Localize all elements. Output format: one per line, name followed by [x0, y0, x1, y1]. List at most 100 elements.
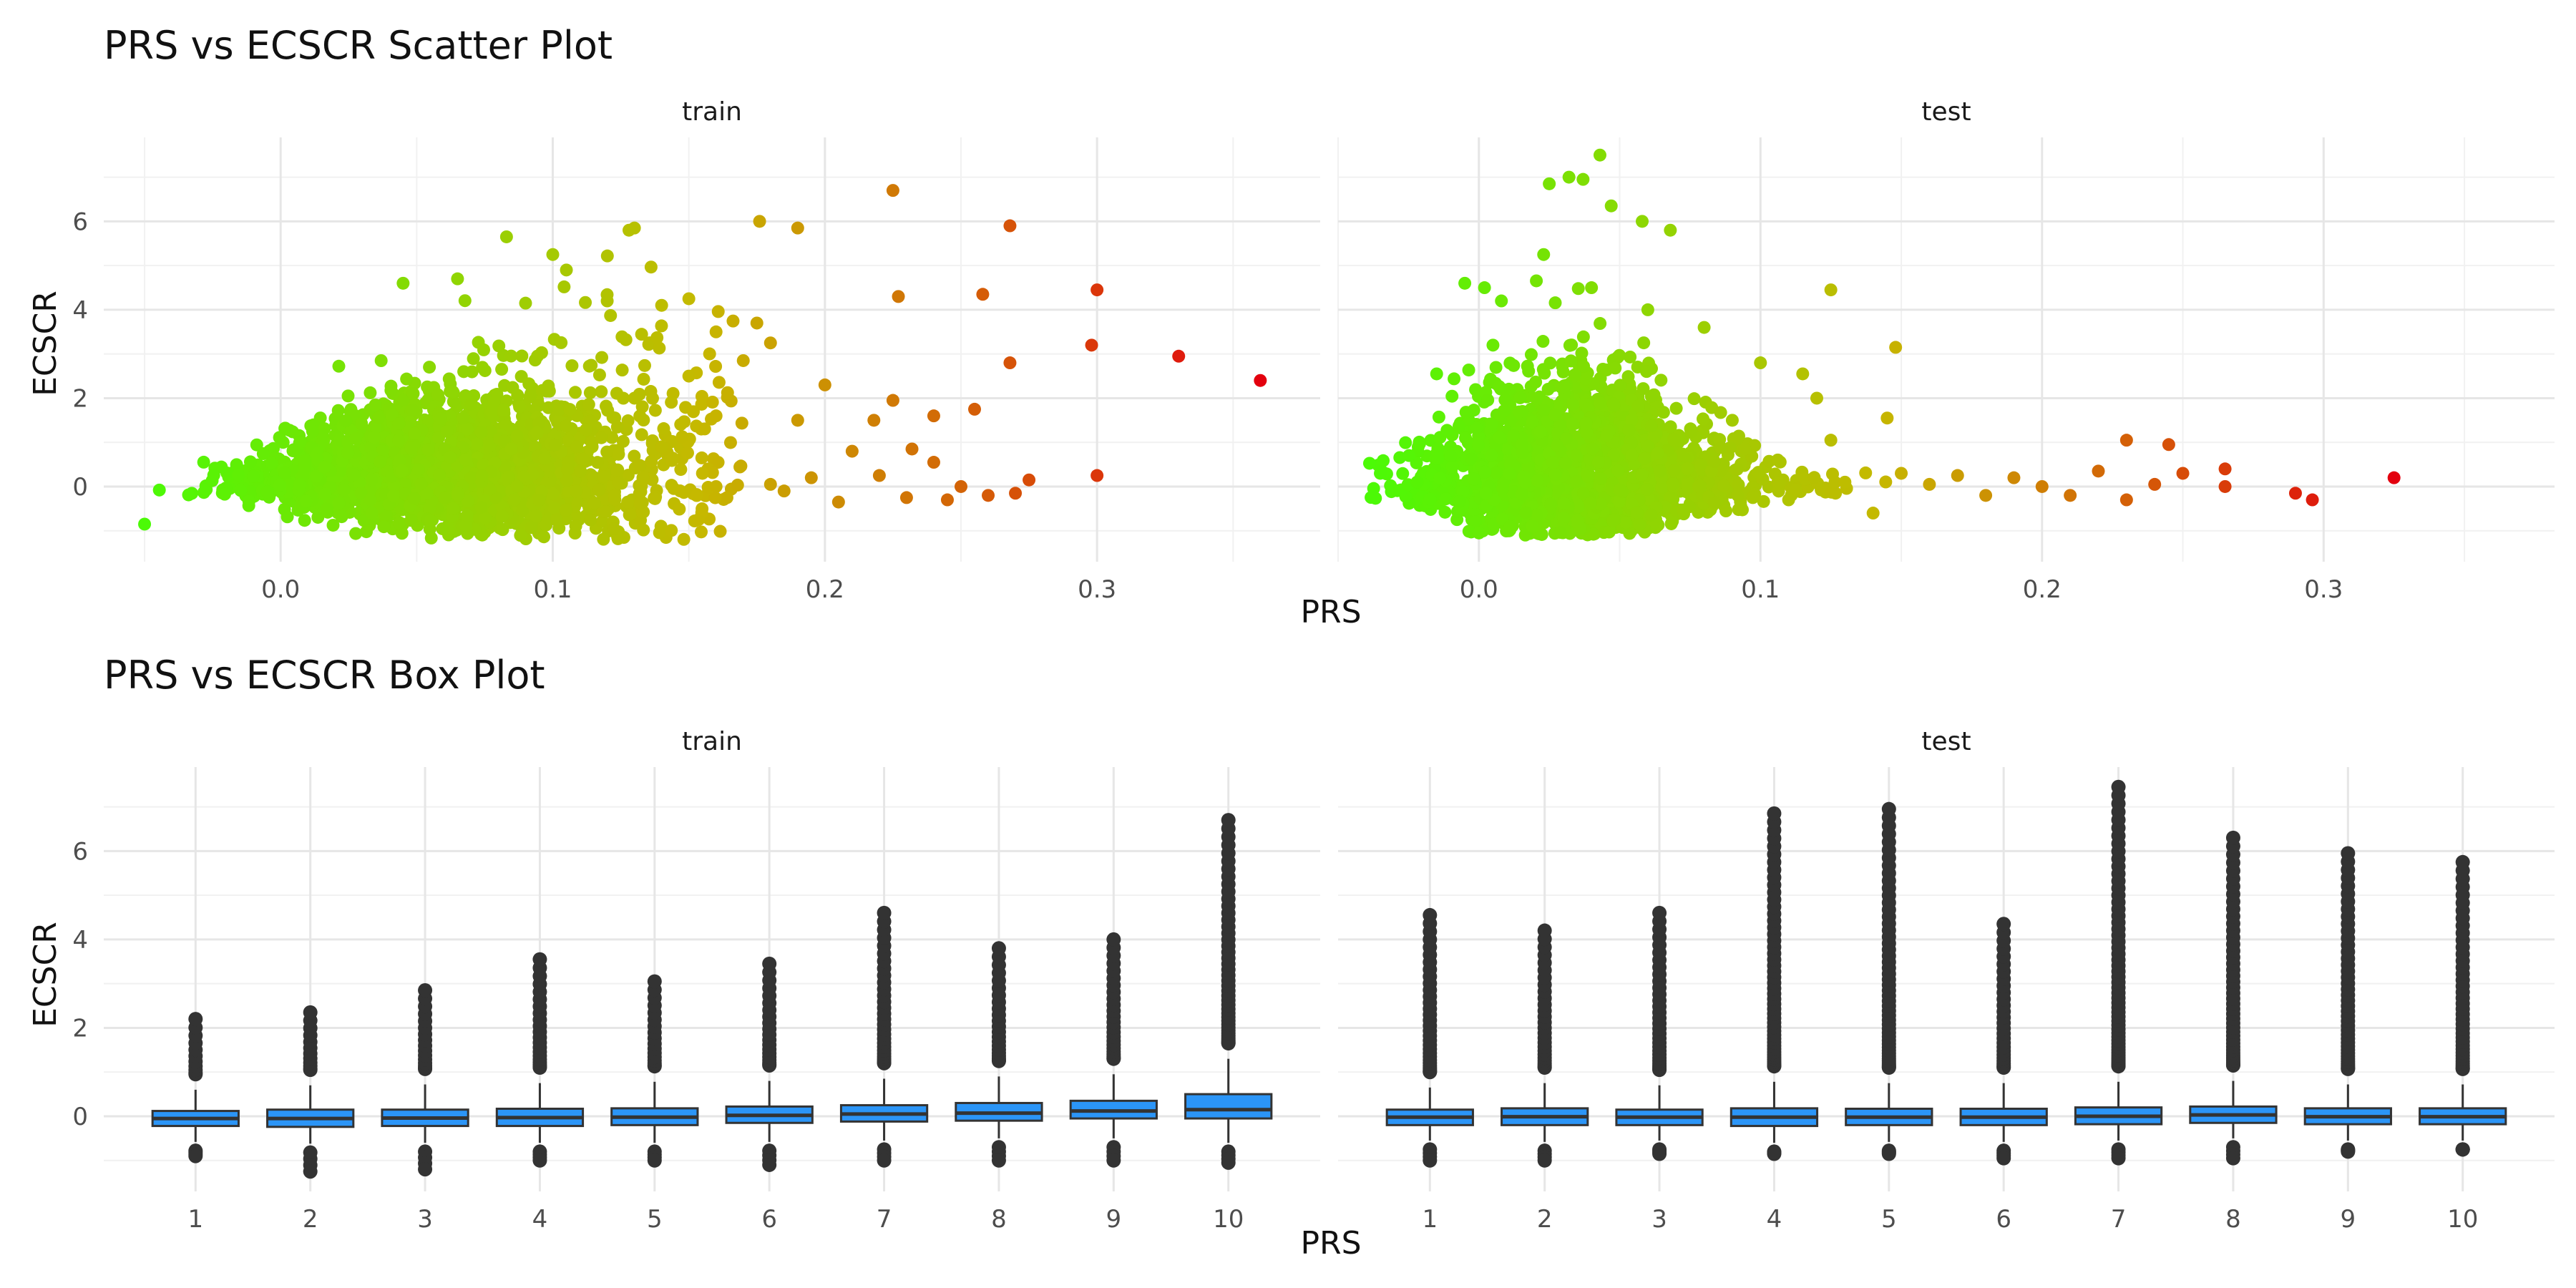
- scatter-point: [420, 487, 434, 500]
- scatter-point: [2218, 479, 2232, 493]
- x-tick-label: 1: [187, 1205, 203, 1234]
- box-outlier: [418, 1162, 433, 1177]
- scatter-panel-test: 0.0 0.1 0.2 0.3: [1337, 137, 2555, 604]
- scatter-point: [1468, 472, 1481, 486]
- scatter-point: [1752, 466, 1765, 479]
- scatter-point: [665, 479, 678, 492]
- scatter-point: [474, 426, 488, 439]
- scatter-point: [680, 446, 694, 459]
- scatter-point: [731, 478, 744, 492]
- scatter-point: [1600, 429, 1614, 443]
- scatter-point: [1493, 431, 1506, 444]
- box-strip-train: train: [682, 727, 742, 756]
- scatter-point: [1530, 508, 1543, 522]
- scatter-point: [1543, 177, 1556, 190]
- scatter-point: [1009, 487, 1023, 500]
- scatter-point: [1399, 436, 1413, 449]
- scatter-point: [608, 489, 621, 502]
- scatter-point: [298, 454, 311, 468]
- scatter-point: [653, 341, 666, 355]
- scatter-point: [552, 403, 566, 416]
- scatter-point: [677, 486, 691, 499]
- scatter-point: [548, 438, 562, 452]
- scatter-point: [1754, 356, 1767, 370]
- scatter-point: [1624, 350, 1637, 364]
- scatter-point: [1413, 435, 1426, 449]
- scatter-point: [582, 398, 595, 411]
- scatter-point: [1644, 419, 1658, 433]
- y-tick-label: 4: [72, 926, 88, 955]
- scatter-point: [376, 444, 389, 458]
- scatter-point: [2288, 487, 2302, 500]
- scatter-point: [645, 391, 659, 405]
- scatter-point: [1736, 503, 1750, 517]
- scatter-point: [2119, 434, 2133, 447]
- scatter-point: [634, 485, 648, 499]
- scatter-point: [347, 468, 361, 482]
- scatter-point: [1430, 367, 1443, 381]
- scatter-point: [1557, 497, 1571, 510]
- scatter-point: [592, 368, 606, 381]
- scatter-point: [657, 422, 670, 436]
- scatter-point: [515, 349, 529, 363]
- scatter-point: [513, 400, 527, 414]
- scatter-point: [1625, 448, 1639, 462]
- scatter-point: [424, 514, 437, 527]
- scatter-point: [1531, 474, 1544, 487]
- x-tick-label: 8: [2225, 1205, 2241, 1234]
- scatter-point: [1374, 467, 1387, 480]
- scatter-point: [495, 509, 509, 523]
- scatter-point: [653, 526, 666, 540]
- scatter-point: [407, 492, 421, 505]
- scatter-point: [1564, 354, 1578, 368]
- box-outlier: [877, 905, 892, 920]
- scatter-point: [590, 456, 604, 469]
- scatter-point: [396, 393, 410, 406]
- scatter-point: [306, 424, 319, 438]
- scatter-point: [2007, 471, 2021, 484]
- scatter-point: [2148, 477, 2162, 491]
- scatter-point: [433, 468, 447, 482]
- scatter-point: [560, 419, 573, 433]
- scatter-point: [892, 290, 905, 303]
- scatter-point: [1023, 473, 1036, 487]
- scatter-point: [1771, 453, 1785, 467]
- scatter-point: [1481, 394, 1495, 407]
- scatter-point: [1533, 425, 1547, 439]
- scatter-point: [1653, 464, 1667, 478]
- scatter-point: [1503, 519, 1517, 533]
- scatter-point: [1654, 374, 1668, 387]
- scatter-point: [867, 414, 881, 427]
- x-tick-label: 2: [303, 1205, 318, 1234]
- scatter-point: [1611, 464, 1625, 477]
- scatter-point: [804, 471, 818, 484]
- scatter-point: [1548, 296, 1562, 310]
- scatter-section: PRS vs ECSCR Scatter Plot train test 0.0…: [27, 23, 2555, 630]
- scatter-point: [462, 494, 475, 508]
- scatter-point: [560, 503, 573, 517]
- scatter-point: [655, 440, 668, 454]
- scatter-point: [1438, 505, 1452, 519]
- box-outlier: [1423, 907, 1438, 922]
- x-tick-label: 0.0: [261, 575, 300, 604]
- scatter-point: [616, 434, 630, 448]
- scatter-point: [1402, 449, 1416, 462]
- scatter-point: [666, 452, 680, 465]
- scatter-point: [711, 456, 725, 469]
- scatter-point: [532, 493, 546, 507]
- scatter-point: [1807, 471, 1821, 484]
- scatter-point: [621, 495, 635, 509]
- scatter-point: [560, 474, 574, 487]
- scatter-point: [1462, 364, 1475, 377]
- scatter-point: [479, 512, 492, 525]
- scatter-point: [1695, 463, 1709, 477]
- scatter-point: [709, 409, 723, 423]
- scatter-point: [475, 469, 489, 482]
- scatter-point: [1546, 455, 1560, 469]
- scatter-point: [1730, 462, 1744, 476]
- scatter-point: [617, 391, 630, 405]
- scatter-point: [595, 351, 609, 364]
- scatter-point: [440, 425, 454, 439]
- box-outlier: [762, 1157, 777, 1172]
